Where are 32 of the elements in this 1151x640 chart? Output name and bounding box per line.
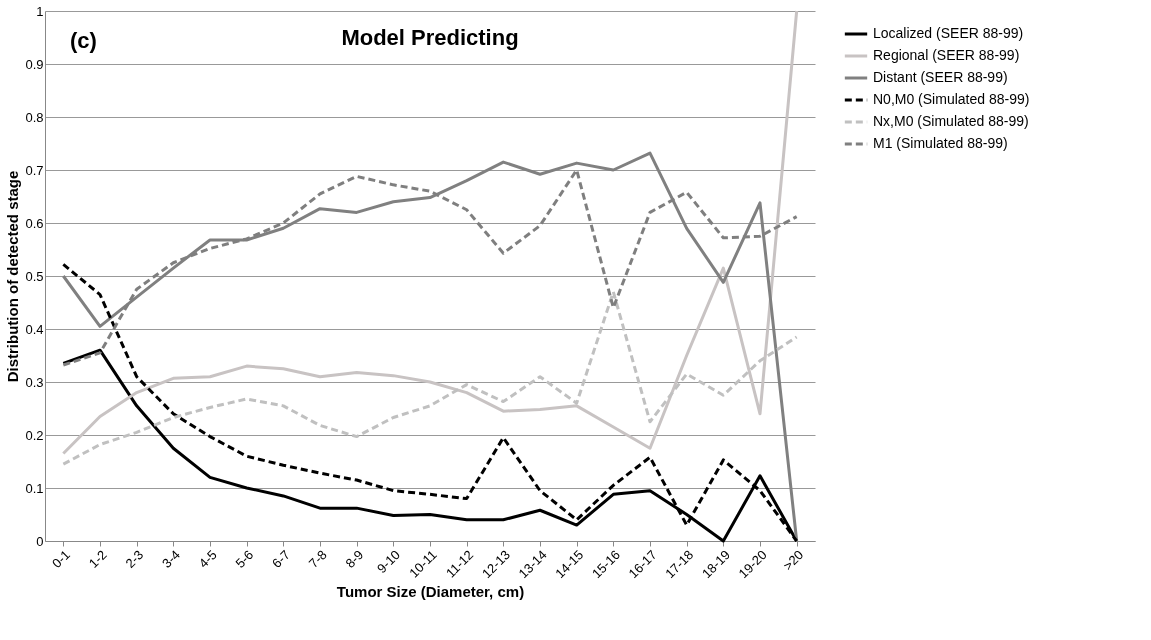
y-axis-title: Distribution of detected stage [4,170,22,383]
legend-label: M1 (Simulated 88-99) [873,135,1008,151]
y-tick-label: 0.7 [25,162,44,178]
x-tick-label: 8-9 [342,547,367,571]
x-tick-label: >20 [780,547,807,574]
y-tick-label: 0.3 [25,374,44,390]
y-tick-label: 0 [36,533,44,549]
legend-label: Regional (SEER 88-99) [873,47,1020,63]
y-tick-label: 0.1 [25,480,44,496]
y-tick-label: 0.5 [25,268,44,284]
y-tick-label: 0.6 [25,215,44,231]
x-tick-label: 5-6 [232,547,257,571]
annotation: (c) [70,28,97,53]
x-tick-label: 3-4 [159,547,184,571]
legend-label: N0,M0 (Simulated 88-99) [873,91,1030,107]
x-tick-label: 4-5 [195,547,220,571]
legend-label: Localized (SEER 88-99) [873,25,1024,41]
y-tick-label: 0.4 [25,321,44,337]
legend-label: Nx,M0 (Simulated 88-99) [873,113,1029,129]
y-tick-label: 0.2 [25,427,44,443]
x-tick-label: 1-2 [85,547,110,571]
legend-label: Distant (SEER 88-99) [873,69,1008,85]
text: Model Predicting [341,25,519,50]
x-tick-label: 7-8 [305,547,330,571]
y-tick-label: 0.8 [25,109,44,125]
x-tick-label: 0-1 [49,547,74,571]
x-tick-label: 9-10 [374,547,404,577]
x-tick-label: 2-3 [122,547,147,571]
y-tick-label: 1 [36,3,44,19]
x-tick-label: 6-7 [269,547,294,571]
y-tick-label: 0.9 [25,56,44,72]
x-axis-title: Tumor Size (Diameter, cm) [336,583,525,601]
